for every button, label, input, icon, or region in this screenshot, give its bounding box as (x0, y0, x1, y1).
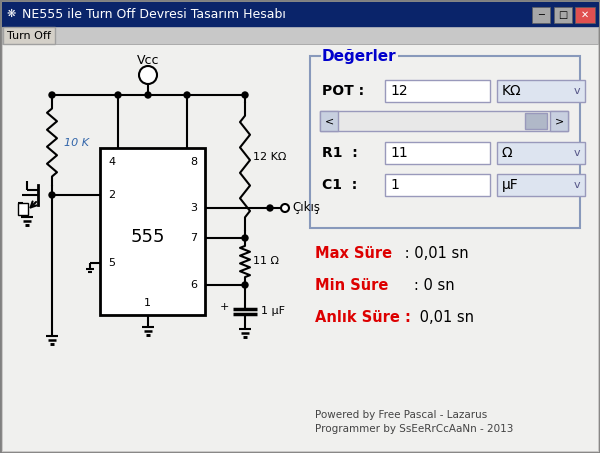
Text: ─: ─ (538, 10, 544, 20)
Text: 10 K: 10 K (64, 138, 89, 148)
Circle shape (145, 92, 151, 98)
Circle shape (242, 92, 248, 98)
Bar (18, 203, 28, 215)
Bar (575, 7, 595, 23)
Text: 11 Ω: 11 Ω (253, 256, 279, 266)
Text: R1  :: R1 : (322, 146, 358, 160)
Text: Anlık Süre :: Anlık Süre : (315, 309, 411, 324)
Text: 6: 6 (190, 280, 197, 290)
Text: 11: 11 (390, 146, 408, 160)
Text: KΩ: KΩ (502, 84, 521, 98)
Text: Powered by Free Pascal - Lazarus: Powered by Free Pascal - Lazarus (315, 410, 487, 420)
Text: <: < (325, 116, 334, 126)
Text: Ω: Ω (502, 146, 512, 160)
Text: ❋: ❋ (7, 9, 16, 19)
Text: v: v (574, 148, 580, 158)
Text: Vcc: Vcc (137, 54, 159, 67)
Text: >: > (554, 116, 563, 126)
Circle shape (242, 235, 248, 241)
Text: 7: 7 (190, 233, 197, 243)
Bar (497, 174, 585, 196)
Text: +: + (220, 302, 229, 312)
Text: ✕: ✕ (581, 10, 589, 20)
Bar (497, 80, 585, 102)
Circle shape (184, 92, 190, 98)
Text: 1: 1 (144, 298, 151, 308)
Text: 12 KΩ: 12 KΩ (253, 151, 286, 162)
Text: μF: μF (502, 178, 519, 192)
Text: 1: 1 (390, 178, 399, 192)
Text: v: v (574, 180, 580, 190)
Text: C1  :: C1 : (322, 178, 357, 192)
Bar (320, 111, 338, 131)
Circle shape (281, 204, 289, 212)
Bar (320, 111, 568, 131)
Text: Turn Off: Turn Off (7, 31, 51, 41)
Bar (310, 56, 580, 228)
Bar (554, 7, 572, 23)
Text: : 0 sn: : 0 sn (400, 278, 455, 293)
Text: 0,01 sn: 0,01 sn (415, 309, 474, 324)
Bar (385, 142, 490, 164)
Circle shape (267, 205, 273, 211)
Text: 12: 12 (390, 84, 407, 98)
Text: v: v (574, 86, 580, 96)
Text: 3: 3 (190, 203, 197, 213)
Circle shape (115, 92, 121, 98)
Bar (2, 2, 598, 26)
Text: 8: 8 (190, 157, 197, 167)
Text: 2: 2 (108, 190, 115, 200)
Bar (2, 44, 598, 451)
Text: : 0,01 sn: : 0,01 sn (400, 246, 469, 260)
Bar (385, 174, 490, 196)
Circle shape (242, 282, 248, 288)
Bar (2, 26, 598, 44)
Bar (525, 113, 547, 129)
Text: Programmer by SsEeRrCcAaNn - 2013: Programmer by SsEeRrCcAaNn - 2013 (315, 424, 514, 434)
Text: Değerler: Değerler (322, 48, 397, 63)
Circle shape (139, 66, 157, 84)
Bar (385, 80, 490, 102)
Bar (3, 27, 55, 44)
Text: Çıkış: Çıkış (292, 202, 320, 215)
Text: 5: 5 (108, 258, 115, 268)
Text: 555: 555 (130, 227, 165, 246)
Text: 4: 4 (108, 157, 115, 167)
Text: Min Süre: Min Süre (315, 278, 388, 293)
Bar (532, 7, 550, 23)
Bar (100, 148, 205, 315)
Text: □: □ (559, 10, 568, 20)
Circle shape (49, 192, 55, 198)
Text: 1 μF: 1 μF (261, 306, 285, 316)
Text: Max Süre: Max Süre (315, 246, 392, 260)
Circle shape (49, 92, 55, 98)
Text: NE555 ile Turn Off Devresi Tasarım Hesabı: NE555 ile Turn Off Devresi Tasarım Hesab… (22, 8, 286, 20)
Text: POT :: POT : (322, 84, 364, 98)
Bar (497, 142, 585, 164)
Bar (550, 111, 568, 131)
